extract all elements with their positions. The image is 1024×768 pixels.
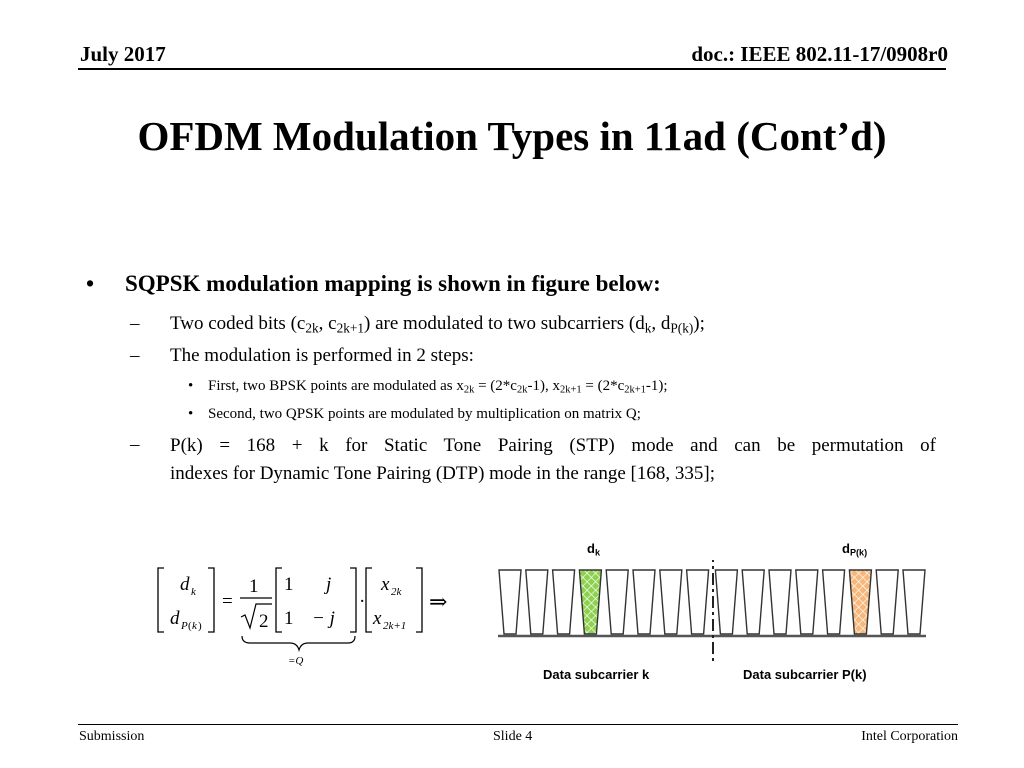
subcarrier-tone [714, 569, 739, 635]
underbrace [241, 635, 356, 653]
step-first-bpsk: First, two BPSK points are modulated as … [208, 378, 668, 396]
eq-d-top: d [180, 574, 190, 595]
eq-x-top: x [380, 574, 390, 595]
footer-submission: Submission [79, 729, 145, 744]
sub-bullet-coded-bits: Two coded bits (c2k, c2k+1) are modulate… [170, 313, 705, 336]
footer-rule [78, 724, 958, 725]
sqpsk-equation: d k d P ( k ) = 1 2 1 j 1 − j · x 2k x 2… [157, 567, 447, 667]
eq-sub-2k: 2k [391, 586, 403, 598]
eq-equals: = [222, 591, 233, 612]
bullet-dot-small: • [188, 378, 194, 394]
eq-sub-P: P [180, 620, 188, 632]
eq-q22: − j [312, 608, 335, 629]
caption-subcarrier-k: Data subcarrier k [543, 667, 650, 682]
eq-label-Q: =Q [288, 655, 303, 667]
eq-x-bottom: x [372, 608, 382, 629]
header-rule [78, 68, 946, 70]
label-dk: dk [587, 541, 601, 558]
eq-paren-open: ( [188, 620, 192, 632]
subcarrier-tone-k [578, 569, 603, 635]
implies-arrow: ⇒ [429, 589, 447, 614]
header-doc-id: doc.: IEEE 802.11-17/0908r0 [691, 42, 948, 66]
eq-one: 1 [249, 576, 259, 597]
eq-q21: 1 [284, 608, 294, 629]
dash-marker: – [130, 345, 140, 366]
bullet-dot: • [86, 271, 95, 296]
step-second-qpsk: Second, two QPSK points are modulated by… [208, 406, 641, 422]
label-dpk: dP(k) [842, 541, 868, 558]
eq-paren-close: ) [198, 620, 202, 632]
bullet-main: SQPSK modulation mapping is shown in fig… [125, 271, 661, 296]
subcarrier-tone [525, 569, 549, 635]
bullet-dot-small: • [188, 406, 194, 422]
eq-q11: 1 [284, 574, 294, 595]
subcarrier-tone [795, 569, 819, 635]
eq-dot: · [359, 591, 365, 612]
header-date: July 2017 [80, 42, 166, 66]
subcarrier-tones [498, 569, 926, 635]
subcarrier-tone [685, 569, 710, 635]
tone-pairing-line-2: indexes for Dynamic Tone Pairing (DTP) m… [170, 463, 715, 484]
dash-marker: – [130, 313, 140, 334]
eq-sub-2k1: 2k+1 [383, 620, 406, 632]
subcarrier-tone [768, 569, 792, 635]
subcarrier-tone [902, 569, 926, 635]
dash-marker: – [130, 434, 140, 455]
subcarrier-tone [551, 569, 576, 635]
footer-company: Intel Corporation [861, 729, 958, 744]
footer-slide-number: Slide 4 [493, 729, 533, 744]
subcarrier-tone [632, 569, 656, 635]
subcarrier-figure [498, 560, 926, 662]
subcarrier-tone [605, 569, 629, 635]
subcarrier-tone [498, 569, 522, 635]
subcarrier-tone-pk [848, 569, 873, 635]
eq-d-bottom: d [170, 608, 180, 629]
slide-title: OFDM Modulation Types in 11ad (Cont’d) [137, 113, 887, 159]
caption-subcarrier-pk: Data subcarrier P(k) [743, 667, 867, 682]
subcarrier-tone [659, 569, 683, 635]
subcarrier-tone [875, 569, 899, 635]
eq-sub-k: k [191, 586, 197, 598]
sub-bullet-steps: The modulation is performed in 2 steps: [170, 345, 474, 366]
subcarrier-tone [821, 569, 846, 635]
eq-two: 2 [259, 611, 269, 632]
eq-q12: j [323, 574, 331, 595]
tone-pairing-line-1: P(k) = 168 + k for Static Tone Pairing (… [170, 435, 936, 456]
subcarrier-tone [741, 569, 765, 635]
eq-sub-Pk: k [192, 620, 198, 632]
sub-bullet-tone-pairing: P(k) = 168 + k for Static Tone Pairing (… [170, 432, 936, 488]
